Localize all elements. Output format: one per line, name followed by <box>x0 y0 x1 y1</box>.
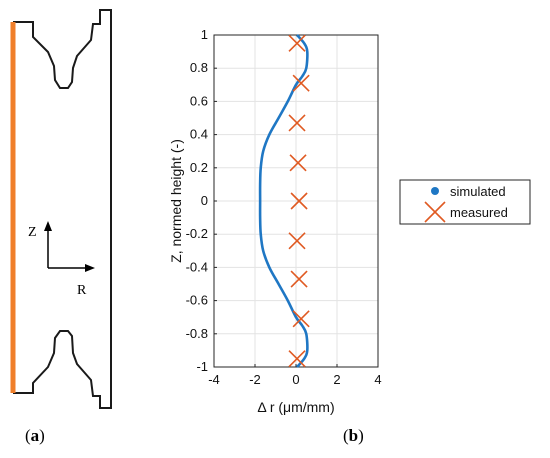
caption-a-open: ( <box>25 426 31 445</box>
measured-point <box>288 114 306 132</box>
measured-point <box>292 310 310 328</box>
caption-b: (b) <box>343 426 364 446</box>
z-arrow-head <box>44 221 52 231</box>
legend-box <box>399 179 531 225</box>
y-tick-label: -0.6 <box>186 293 208 308</box>
y-tick-label: -0.4 <box>186 259 208 274</box>
measured-point <box>288 350 306 368</box>
y-tick-labels: -1 -0.8 -0.6 -0.4 -0.2 0 0.2 0.4 0.6 0.8 1 <box>186 27 208 374</box>
caption-a-close: ) <box>39 426 45 445</box>
series-simulated-line <box>258 34 309 368</box>
schematic-panel: Z R <box>10 9 112 409</box>
x-tick-label: 2 <box>333 372 340 387</box>
x-tick-label: -4 <box>208 372 220 387</box>
x-tick-label: 4 <box>374 372 381 387</box>
y-axis-title: Z, normed height (-) <box>168 139 184 263</box>
caption-b-letter: b <box>348 426 359 445</box>
series-layer <box>258 34 310 368</box>
r-axis-label: R <box>77 283 87 298</box>
y-tick-label: 0 <box>201 193 208 208</box>
chart-panel: -4 -2 0 2 4 -1 -0.8 -0.6 -0.4 -0.2 0 0.2 0.4 0.6 0.8 1… <box>168 27 531 415</box>
legend-marker-measured-b <box>424 201 446 223</box>
y-tick-label: 0.2 <box>190 160 208 175</box>
y-tick-label: -1 <box>196 359 208 374</box>
x-tick-label: -2 <box>249 372 261 387</box>
legend-label-measured: measured <box>450 205 508 220</box>
caption-b-open: ( <box>343 426 349 445</box>
x-tick-label: 0 <box>292 372 299 387</box>
y-tick-label: -0.8 <box>186 326 208 341</box>
r-arrow-head <box>85 264 95 272</box>
legend: simulated measured <box>399 179 531 225</box>
y-tick-label: 0.4 <box>190 127 208 142</box>
y-tick-label: 1 <box>201 27 208 42</box>
measured-point <box>290 270 308 288</box>
legend-marker-simulated <box>431 187 439 195</box>
measured-point <box>292 74 310 92</box>
grid <box>213 34 379 368</box>
caption-b-close: ) <box>358 426 364 445</box>
z-axis-label: Z <box>28 225 37 240</box>
tick-marks <box>213 34 379 368</box>
y-tick-label: -0.2 <box>186 226 208 241</box>
measured-point <box>289 154 307 172</box>
legend-label-simulated: simulated <box>450 184 506 199</box>
measured-point <box>290 192 308 210</box>
caption-a-letter: a <box>30 426 40 445</box>
y-tick-label: 0.8 <box>190 60 208 75</box>
part-outline <box>13 9 112 409</box>
x-tick-labels: -4 -2 0 2 4 <box>208 372 381 387</box>
x-axis-title: Δ r (μm/mm) <box>257 399 334 415</box>
measured-point <box>288 232 306 250</box>
caption-a: (a) <box>25 426 45 446</box>
y-tick-label: 0.6 <box>190 93 208 108</box>
measured-point <box>288 34 306 52</box>
